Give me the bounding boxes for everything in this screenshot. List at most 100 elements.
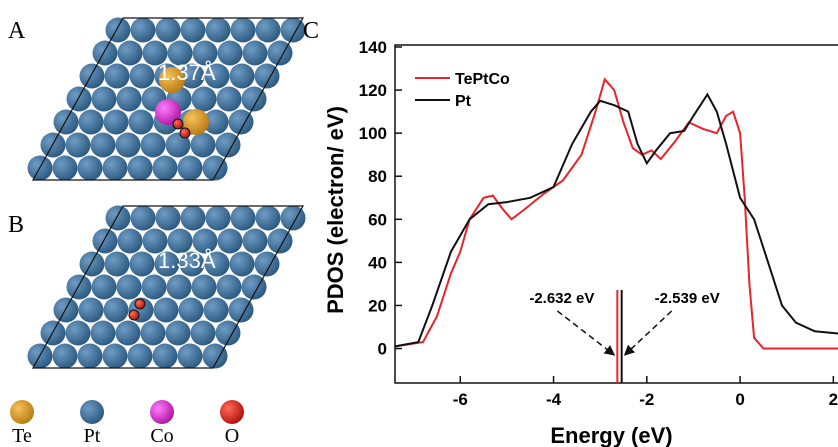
x-tick-label: 0 bbox=[735, 390, 744, 409]
pt-atom bbox=[106, 206, 131, 231]
y-tick-label: 120 bbox=[359, 81, 387, 100]
pt-atom bbox=[92, 87, 117, 112]
x-tick-label: 2 bbox=[829, 390, 838, 409]
y-tick-label: 60 bbox=[368, 210, 387, 229]
pt-atom bbox=[217, 87, 242, 112]
legend-label: Pt bbox=[455, 93, 472, 110]
pt-atom bbox=[156, 18, 181, 43]
pt-atom bbox=[130, 252, 155, 277]
pt-atom bbox=[178, 156, 203, 181]
pt-atom bbox=[128, 156, 153, 181]
marker-arrow bbox=[625, 311, 672, 355]
y-tick-label: 0 bbox=[378, 340, 387, 359]
atom-legend: Te Pt Co O bbox=[10, 400, 244, 447]
pt-atom bbox=[218, 41, 243, 66]
atom-icon bbox=[80, 400, 104, 424]
x-tick-label: -6 bbox=[453, 390, 468, 409]
atom-icon bbox=[10, 400, 34, 424]
x-tick-label: -4 bbox=[546, 390, 562, 409]
pt-atom bbox=[80, 64, 105, 89]
pt-atom bbox=[92, 275, 117, 300]
panel-label: C bbox=[303, 18, 319, 44]
distance-label: 1.33Å bbox=[158, 248, 216, 273]
pt-atom bbox=[192, 275, 217, 300]
pt-atom bbox=[217, 275, 242, 300]
pt-atom bbox=[103, 156, 128, 181]
pt-atom bbox=[78, 156, 103, 181]
pt-atom bbox=[142, 275, 167, 300]
o-atom bbox=[129, 310, 139, 320]
pt-atom bbox=[91, 133, 116, 158]
x-axis-label: Energy (eV) bbox=[550, 423, 672, 447]
pt-atom bbox=[106, 18, 131, 43]
pt-atom bbox=[67, 87, 92, 112]
marker-label: -2.539 eV bbox=[655, 290, 720, 307]
panel-label: A bbox=[8, 18, 26, 44]
pt-atom bbox=[192, 87, 217, 112]
y-tick-label: 140 bbox=[359, 38, 387, 57]
pt-atom bbox=[105, 64, 130, 89]
pt-atom bbox=[204, 298, 229, 323]
y-tick-label: 40 bbox=[368, 253, 387, 272]
pt-atom bbox=[230, 64, 255, 89]
y-tick-label: 100 bbox=[359, 124, 387, 143]
atom-icon bbox=[150, 400, 174, 424]
pt-atom bbox=[181, 18, 206, 43]
x-tick-label: -2 bbox=[639, 390, 654, 409]
pt-atom bbox=[141, 321, 166, 346]
pt-atom bbox=[93, 229, 118, 254]
o-atom bbox=[135, 299, 145, 309]
pt-atom bbox=[178, 344, 203, 369]
pt-atom bbox=[53, 344, 78, 369]
pt-atom bbox=[191, 133, 216, 158]
y-tick-label: 20 bbox=[368, 296, 387, 315]
atom-icon bbox=[220, 400, 244, 424]
pt-atom bbox=[104, 110, 129, 135]
pt-atom bbox=[104, 298, 129, 323]
pt-atom bbox=[156, 206, 181, 231]
pt-atom bbox=[103, 344, 128, 369]
pt-atom bbox=[79, 298, 104, 323]
marker-arrow bbox=[557, 311, 614, 355]
atom-label: Pt bbox=[84, 425, 101, 447]
pt-atom bbox=[153, 156, 178, 181]
pt-atom bbox=[129, 110, 154, 135]
pt-atom bbox=[118, 229, 143, 254]
pt-atom bbox=[116, 133, 141, 158]
distance-label: 1.37Å bbox=[158, 60, 216, 85]
slab-b: 1.33Å bbox=[28, 206, 306, 369]
pt-atom bbox=[231, 18, 256, 43]
pt-atom bbox=[116, 321, 141, 346]
o-atom bbox=[180, 128, 190, 138]
pt-atom bbox=[66, 321, 91, 346]
atom-label: O bbox=[225, 425, 239, 447]
panel-label: B bbox=[8, 212, 24, 238]
pt-atom bbox=[243, 229, 268, 254]
atom-label: Co bbox=[150, 425, 173, 447]
pt-atom bbox=[53, 156, 78, 181]
pt-atom bbox=[130, 64, 155, 89]
pt-atom bbox=[105, 252, 130, 277]
pt-atom bbox=[256, 206, 281, 231]
y-tick-label: 80 bbox=[368, 167, 387, 186]
pt-atom bbox=[66, 133, 91, 158]
pt-atom bbox=[80, 252, 105, 277]
pt-atom bbox=[167, 275, 192, 300]
pt-atom bbox=[141, 133, 166, 158]
figure: 1.37Å 1.33Å A B C Te Pt Co O 02040608010… bbox=[0, 0, 838, 447]
pt-atom bbox=[256, 18, 281, 43]
pt-atom bbox=[131, 206, 156, 231]
pt-atom bbox=[230, 252, 255, 277]
pt-atom bbox=[218, 229, 243, 254]
o-atom bbox=[173, 119, 183, 129]
pt-atom bbox=[128, 344, 153, 369]
pt-atom bbox=[117, 275, 142, 300]
pt-atom bbox=[118, 41, 143, 66]
pt-atom bbox=[166, 321, 191, 346]
y-axis-label: PDOS (electron/ eV) bbox=[323, 106, 348, 314]
pt-atom bbox=[78, 344, 103, 369]
pt-atom bbox=[67, 275, 92, 300]
pt-atom bbox=[79, 110, 104, 135]
pt-atom bbox=[181, 206, 206, 231]
pt-atom bbox=[231, 206, 256, 231]
